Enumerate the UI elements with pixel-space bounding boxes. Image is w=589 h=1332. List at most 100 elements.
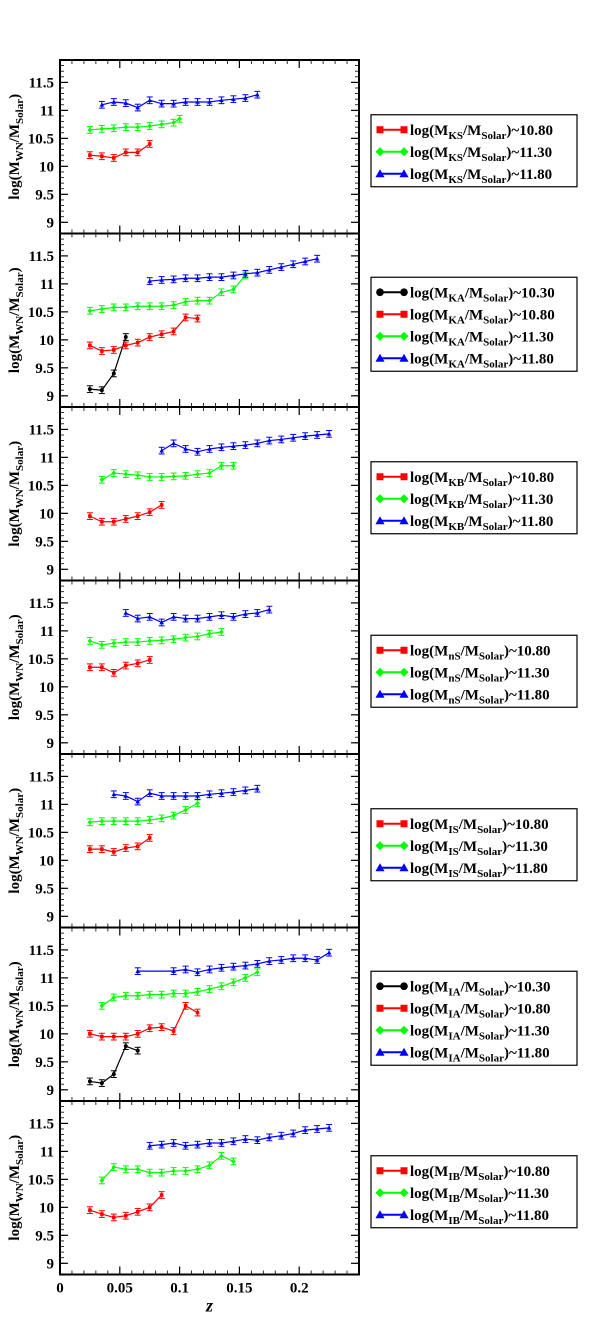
series-line xyxy=(101,94,258,109)
data-point xyxy=(171,277,176,282)
data-point xyxy=(255,969,260,975)
legend-swatch-marker xyxy=(399,1210,409,1219)
legend-entry-label: log(MIS/MSolar)~11.80 xyxy=(410,861,548,880)
y-tick-label: 9.5 xyxy=(35,1055,54,1071)
legend-swatch-marker xyxy=(399,331,409,341)
legend-label-sub: Solar xyxy=(479,1052,504,1064)
data-point xyxy=(171,636,176,642)
data-point xyxy=(207,791,212,797)
data-point xyxy=(111,818,117,824)
legend-label-part: )~11.80 xyxy=(504,687,550,703)
series-green xyxy=(86,799,201,827)
data-point xyxy=(183,1004,188,1008)
legend-entry-label: log(MIS/MSolar)~10.80 xyxy=(410,817,549,836)
y-tick-label: 11.5 xyxy=(29,769,54,785)
legend-label-sub: Solar xyxy=(483,336,508,348)
legend-label-part: /M xyxy=(464,307,483,323)
data-point xyxy=(99,818,105,824)
data-point xyxy=(100,1212,104,1216)
legend-label-part: )~11.30 xyxy=(504,1023,550,1039)
data-point xyxy=(183,635,188,640)
legend-swatch-marker xyxy=(400,126,408,134)
data-point xyxy=(135,124,141,130)
legend-entry-label: log(MKS/MSolar)~11.30 xyxy=(410,145,552,164)
data-point xyxy=(159,474,164,480)
data-point xyxy=(231,1159,236,1164)
y-tick-label: 10 xyxy=(39,333,54,349)
data-point xyxy=(171,1168,176,1174)
legend-label-sub: IS xyxy=(448,824,458,836)
legend-swatch-marker xyxy=(375,667,385,677)
y-tick-label: 9 xyxy=(47,909,55,925)
legend-label-part: log(M xyxy=(410,839,448,855)
data-point xyxy=(314,432,320,437)
data-point xyxy=(159,1142,164,1147)
data-point xyxy=(195,616,200,621)
y-axis-label: log(MWN/MSolar) xyxy=(7,1135,26,1241)
data-point xyxy=(314,957,320,962)
legend-label-part: /M xyxy=(458,817,477,833)
legend-label-sub: IB xyxy=(448,1193,460,1205)
plot-frame xyxy=(59,926,360,1102)
y-tick-label: 11.5 xyxy=(29,422,54,438)
data-point xyxy=(111,371,116,376)
data-point xyxy=(147,614,153,619)
x-tick-label: 0.05 xyxy=(107,1281,133,1297)
legend: log(MIB/MSolar)~10.80log(MIB/MSolar)~11.… xyxy=(370,1155,578,1229)
data-point xyxy=(99,126,105,132)
y-tick-label: 10 xyxy=(39,506,54,522)
data-point xyxy=(195,634,200,639)
data-point xyxy=(159,1193,164,1197)
data-point xyxy=(112,850,116,854)
data-point xyxy=(243,975,248,981)
data-point xyxy=(326,1125,332,1130)
data-point xyxy=(123,150,128,155)
legend-label-part: /M xyxy=(460,979,479,995)
series-green xyxy=(98,968,261,1010)
data-point xyxy=(111,791,117,797)
legend-label-sub: KB xyxy=(448,521,465,533)
y-tick-label: 10.5 xyxy=(28,478,54,494)
legend-entry-label: log(MKA/MSolar)~10.30 xyxy=(410,285,555,304)
legend: log(MKS/MSolar)~10.80log(MKS/MSolar)~11.… xyxy=(370,114,578,188)
data-point xyxy=(326,431,332,436)
x-axis-label: z xyxy=(205,1296,213,1316)
legend: log(MIA/MSolar)~10.30log(MIA/MSolar)~10.… xyxy=(370,970,578,1066)
data-point xyxy=(147,817,153,823)
legend-label-part: /M xyxy=(463,514,482,530)
data-point xyxy=(159,816,164,821)
data-point xyxy=(111,125,117,131)
y-tick-label: 9.5 xyxy=(35,187,54,203)
data-point xyxy=(290,435,296,440)
data-point xyxy=(123,100,129,105)
data-point xyxy=(302,259,308,264)
legend-label-part: log(M xyxy=(410,1186,448,1202)
data-point xyxy=(99,388,104,393)
legend-swatch-marker xyxy=(399,841,409,851)
series-blue xyxy=(98,90,261,112)
legend-label-sub: nS xyxy=(448,694,460,706)
data-point xyxy=(207,631,212,637)
series-blue xyxy=(110,784,261,806)
legend-label-sub: KA xyxy=(448,336,465,348)
legend-label-sub: IA xyxy=(448,1008,460,1020)
data-point xyxy=(183,275,188,281)
legend-label-part: /M xyxy=(460,1001,479,1017)
data-point xyxy=(88,514,92,518)
data-point xyxy=(171,441,176,446)
data-point xyxy=(207,1140,212,1145)
legend-label-part: )~11.80 xyxy=(502,861,548,877)
data-point xyxy=(255,441,260,446)
data-point xyxy=(99,306,105,312)
legend-entry-label: log(MIS/MSolar)~11.30 xyxy=(410,839,548,858)
x-tick-label: 0.1 xyxy=(170,1281,189,1297)
data-point xyxy=(147,142,152,146)
data-point xyxy=(159,620,164,625)
data-point xyxy=(147,1205,152,1210)
data-point xyxy=(290,261,296,267)
data-point xyxy=(111,99,117,104)
data-point xyxy=(278,437,284,442)
legend-swatch-marker xyxy=(375,1047,385,1056)
data-point xyxy=(87,819,93,825)
data-point xyxy=(135,340,140,345)
